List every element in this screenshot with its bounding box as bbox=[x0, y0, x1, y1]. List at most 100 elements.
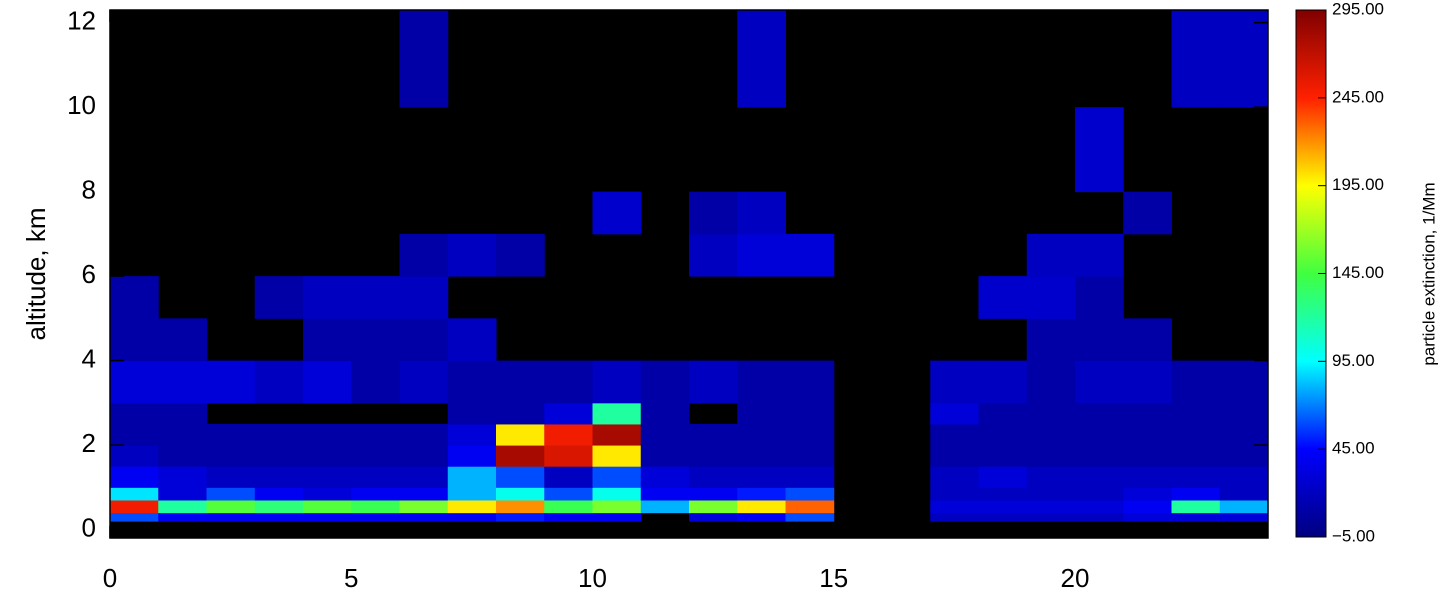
heat-cell bbox=[1123, 499, 1172, 514]
heat-cell bbox=[447, 499, 497, 514]
heat-cell bbox=[351, 487, 400, 501]
heat-cell bbox=[303, 360, 352, 404]
heat-cell bbox=[351, 466, 400, 488]
heat-cell bbox=[496, 402, 545, 425]
heat-cell bbox=[158, 360, 207, 404]
heat-cell bbox=[1219, 10, 1269, 108]
heat-cell bbox=[978, 360, 1028, 404]
heat-cell bbox=[1123, 360, 1172, 404]
heat-cell bbox=[785, 512, 835, 522]
heat-cell bbox=[254, 499, 304, 514]
heat-cell bbox=[254, 487, 304, 501]
heat-cell bbox=[254, 360, 304, 404]
heat-cell bbox=[1171, 487, 1221, 501]
heat-cell bbox=[544, 512, 593, 522]
heat-cell bbox=[1171, 10, 1221, 108]
heat-cell bbox=[254, 512, 304, 522]
heat-cell bbox=[737, 512, 786, 522]
heat-cell bbox=[1123, 318, 1172, 362]
heat-cell bbox=[351, 360, 400, 404]
heat-cell bbox=[592, 487, 642, 501]
x-tick-label: 5 bbox=[344, 563, 358, 593]
heat-cell bbox=[1219, 445, 1269, 467]
heat-cell bbox=[1123, 487, 1172, 501]
heat-cell bbox=[496, 233, 545, 277]
heat-cell bbox=[1219, 499, 1269, 514]
heat-cell bbox=[930, 499, 979, 514]
heat-cell bbox=[930, 423, 979, 446]
heat-cell bbox=[303, 487, 352, 501]
x-tick-label: 10 bbox=[578, 563, 607, 593]
heat-cell bbox=[206, 423, 256, 446]
x-tick-label: 15 bbox=[819, 563, 848, 593]
heat-cell bbox=[592, 512, 642, 522]
heat-cell bbox=[110, 499, 159, 514]
heat-cell bbox=[399, 233, 449, 277]
heat-cell bbox=[206, 445, 256, 467]
heat-cell bbox=[1171, 423, 1221, 446]
heat-cell bbox=[1123, 512, 1172, 522]
heat-cell bbox=[1123, 445, 1172, 467]
y-axis-label: altitude, km bbox=[21, 208, 51, 341]
heat-cell bbox=[110, 512, 159, 522]
heat-cell bbox=[351, 512, 400, 522]
heat-cell bbox=[640, 445, 690, 467]
heat-cell bbox=[1123, 466, 1172, 488]
heat-cell bbox=[785, 233, 835, 277]
heat-cell bbox=[689, 233, 738, 277]
heat-cell bbox=[496, 487, 545, 501]
y-tick-label: 2 bbox=[82, 428, 96, 458]
heat-cell bbox=[158, 499, 207, 514]
heat-cell bbox=[1219, 360, 1269, 404]
heat-cell bbox=[544, 445, 593, 467]
heat-cell bbox=[158, 402, 207, 425]
heat-cell bbox=[689, 423, 738, 446]
heat-cell bbox=[640, 423, 690, 446]
heat-cell bbox=[1075, 466, 1124, 488]
heat-cell bbox=[1026, 360, 1076, 404]
heat-cell bbox=[544, 423, 593, 446]
heat-cell bbox=[399, 466, 449, 488]
heat-cell bbox=[110, 423, 159, 446]
heat-cell bbox=[303, 318, 352, 362]
heat-cell bbox=[254, 445, 304, 467]
heat-cell bbox=[110, 318, 159, 362]
heat-cell bbox=[399, 445, 449, 467]
heat-cell bbox=[592, 445, 642, 467]
heat-cell bbox=[930, 487, 979, 501]
heat-cell bbox=[544, 402, 593, 425]
heat-cell bbox=[1075, 487, 1124, 501]
heat-cell bbox=[689, 487, 738, 501]
heat-cell bbox=[110, 445, 159, 467]
heat-cell bbox=[544, 487, 593, 501]
heat-cell bbox=[496, 499, 545, 514]
heat-cell bbox=[351, 318, 400, 362]
heat-cell bbox=[351, 423, 400, 446]
heat-cell bbox=[1171, 360, 1221, 404]
heat-cell bbox=[206, 360, 256, 404]
heat-cell bbox=[689, 512, 738, 522]
heat-cell bbox=[785, 499, 835, 514]
heat-cell bbox=[1075, 107, 1124, 193]
heat-cell bbox=[496, 360, 545, 404]
heat-cell bbox=[737, 487, 786, 501]
heat-cell bbox=[689, 445, 738, 467]
heat-cell bbox=[640, 466, 690, 488]
heat-cell bbox=[737, 402, 786, 425]
heat-cell bbox=[1075, 445, 1124, 467]
y-tick-label: 10 bbox=[67, 90, 96, 120]
heat-cell bbox=[930, 445, 979, 467]
heat-cell bbox=[689, 499, 738, 514]
heat-cell bbox=[785, 423, 835, 446]
heat-cell bbox=[399, 512, 449, 522]
heat-cell bbox=[447, 402, 497, 425]
heat-cell bbox=[1026, 499, 1076, 514]
heat-cell bbox=[785, 466, 835, 488]
heat-cell bbox=[978, 423, 1028, 446]
heat-cell bbox=[447, 487, 497, 501]
colorbar-tick-label: 295.00 bbox=[1332, 0, 1384, 18]
colorbar-tick-label: −5.00 bbox=[1332, 526, 1375, 545]
heat-cell bbox=[110, 487, 159, 501]
x-tick-label: 0 bbox=[103, 563, 117, 593]
heat-cell bbox=[592, 466, 642, 488]
